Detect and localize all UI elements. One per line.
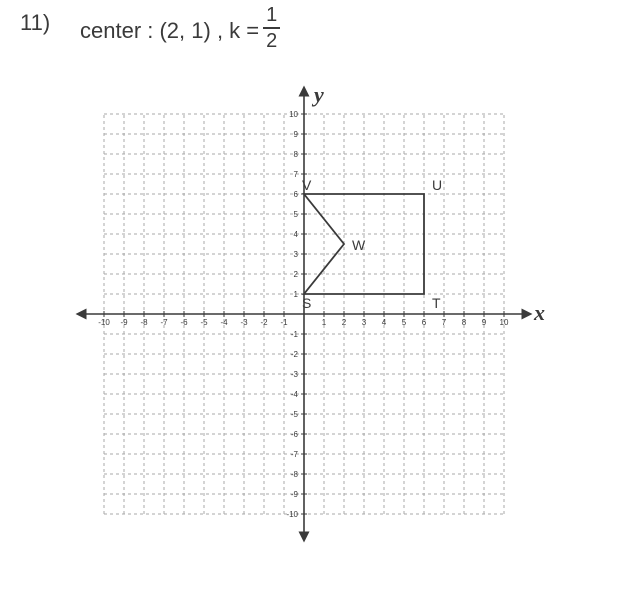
center-text: center : (2, 1) , k =	[80, 18, 259, 44]
svg-text:-1: -1	[291, 330, 299, 339]
problem-statement: center : (2, 1) , k = 1 2	[80, 10, 280, 51]
svg-text:-8: -8	[291, 470, 299, 479]
svg-text:9: 9	[294, 130, 299, 139]
svg-text:-4: -4	[220, 318, 228, 327]
svg-text:-3: -3	[291, 370, 299, 379]
svg-text:10: 10	[500, 318, 509, 327]
svg-text:-7: -7	[291, 450, 299, 459]
svg-text:-2: -2	[291, 350, 299, 359]
y-axis-label: y	[314, 82, 324, 108]
svg-text:-10: -10	[286, 510, 298, 519]
svg-text:-8: -8	[140, 318, 148, 327]
svg-text:-4: -4	[291, 390, 299, 399]
page: 11) center : (2, 1) , k = 1 2 y x 123456…	[0, 0, 640, 592]
svg-text:3: 3	[294, 250, 299, 259]
svg-text:-5: -5	[291, 410, 299, 419]
svg-text:8: 8	[294, 150, 299, 159]
svg-text:2: 2	[294, 270, 299, 279]
svg-text:3: 3	[362, 318, 367, 327]
x-axis-label: x	[534, 300, 545, 326]
svg-text:8: 8	[462, 318, 467, 327]
svg-text:T: T	[432, 295, 441, 311]
fraction-numerator: 1	[263, 5, 280, 29]
k-fraction: 1 2	[263, 10, 280, 51]
svg-text:-6: -6	[291, 430, 299, 439]
svg-text:-2: -2	[260, 318, 268, 327]
svg-text:6: 6	[422, 318, 427, 327]
svg-text:-5: -5	[200, 318, 208, 327]
svg-text:1: 1	[322, 318, 327, 327]
fraction-denominator: 2	[263, 29, 280, 51]
svg-text:U: U	[432, 177, 442, 193]
svg-text:9: 9	[482, 318, 487, 327]
svg-text:1: 1	[294, 290, 299, 299]
svg-text:-9: -9	[120, 318, 128, 327]
svg-text:V: V	[302, 177, 312, 193]
svg-text:5: 5	[294, 210, 299, 219]
svg-text:4: 4	[294, 230, 299, 239]
svg-text:5: 5	[402, 318, 407, 327]
grid-svg: 1 2 3 4 5 6 7 8 9 10 -1 -2 -3 -4 -5 -6 -7 -8 -9 -10 1 2 3 4 5 6 7 8…	[70, 80, 568, 578]
problem-number: 11)	[20, 10, 50, 36]
svg-text:-6: -6	[180, 318, 188, 327]
svg-text:-1: -1	[280, 318, 288, 327]
svg-text:7: 7	[294, 170, 299, 179]
svg-text:2: 2	[342, 318, 347, 327]
svg-text:10: 10	[289, 110, 298, 119]
coordinate-graph: y x 1 2 3 4 5 6 7 8 9 10 -1 -2 -3 -4 -5 -6 -7 -8 -9 -10 1 2 3 4…	[70, 80, 610, 580]
svg-text:-7: -7	[160, 318, 168, 327]
svg-text:4: 4	[382, 318, 387, 327]
svg-text:7: 7	[442, 318, 447, 327]
svg-text:-3: -3	[240, 318, 248, 327]
svg-text:-10: -10	[98, 318, 110, 327]
svg-text:-9: -9	[291, 490, 299, 499]
svg-text:6: 6	[294, 190, 299, 199]
svg-text:W: W	[352, 237, 366, 253]
svg-text:S: S	[302, 295, 311, 311]
